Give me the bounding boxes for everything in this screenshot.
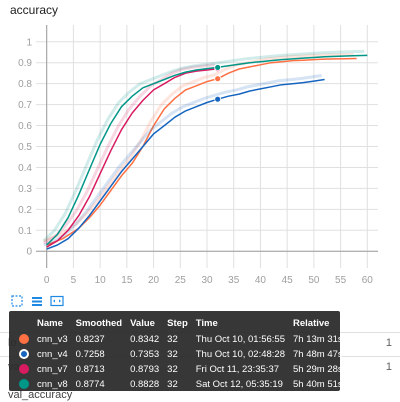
y-tick-label: 0	[26, 247, 32, 258]
tooltip-cell-relative: 7h 48m 47s	[293, 349, 343, 360]
series-raw-line-cnn_v3	[43, 53, 354, 243]
tooltip-header-step: Step	[167, 318, 188, 329]
tooltip-cell-relative: 5h 29m 28s	[293, 364, 343, 375]
series-color-dot	[19, 364, 29, 375]
tooltip-header-value: Value	[130, 318, 155, 329]
y-tick-label: 0.4	[18, 163, 32, 174]
y-tick-label: 0.5	[18, 142, 32, 153]
series-swatch	[15, 377, 33, 392]
series-swatch	[15, 362, 33, 377]
x-tick-label: 30	[201, 275, 213, 286]
series-raw-line-cnn_v8	[42, 49, 365, 243]
y-tick-label: 0.1	[18, 226, 32, 237]
tooltip-cell-name: cnn_v7	[37, 364, 68, 375]
x-tick-label: 55	[335, 275, 347, 286]
tooltip-cell-value: 0.7353	[130, 349, 160, 360]
tooltip-header-relative: Relative	[293, 318, 330, 329]
series-color-dot	[19, 379, 29, 390]
y-tick-label: 0.8	[18, 79, 32, 90]
series-line-cnn_v4	[46, 78, 325, 250]
series-line-cnn_v8	[46, 54, 368, 246]
x-tick-label: 40	[255, 275, 267, 286]
x-tick-label: 15	[121, 275, 133, 286]
tooltip-cell-step: 32	[167, 334, 178, 345]
tooltip-row: cnn_v4 0.7258 0.7353 32 Thu Oct 10, 02:48:28…	[15, 347, 347, 362]
series-color-dot	[19, 349, 29, 360]
series-swatch	[15, 332, 33, 347]
tooltip-cell-smoothed: 0.8774	[75, 379, 105, 390]
y-tick-label: 0.6	[18, 121, 32, 132]
tooltip-cell-value: 0.8828	[130, 379, 160, 390]
x-tick-label: 10	[95, 275, 107, 286]
tooltip-cell-value: 0.8342	[130, 334, 160, 345]
tooltip-cell-relative: 5h 40m 51s	[293, 379, 343, 390]
tooltip-cell-step: 32	[167, 379, 178, 390]
y-tick-label: 0.7	[18, 100, 32, 111]
series-line-cnn_v7	[46, 67, 218, 248]
hover-point-cnn_v3	[214, 75, 222, 83]
x-tick-label: 25	[175, 275, 187, 286]
tooltip-row: cnn_v7 0.8713 0.8793 32 Fri Oct 11, 23:35:37…	[15, 362, 347, 377]
tooltip-table: Name Smoothed Value Step Time Relative c…	[15, 317, 347, 392]
fit-domain-icon[interactable]	[10, 294, 24, 308]
hover-tooltip: Name Smoothed Value Step Time Relative c…	[9, 311, 343, 391]
side-row-count: 1	[385, 361, 392, 373]
hover-point-cnn_v8	[214, 64, 222, 71]
tooltip-header-name: Name	[37, 318, 63, 329]
tooltip-cell-smoothed: 0.8237	[75, 334, 105, 345]
x-tick-label: 60	[362, 275, 374, 286]
tooltip-cell-time: Fri Oct 11, 23:35:37	[195, 364, 280, 375]
series-raw-line-cnn_v7	[42, 63, 215, 245]
tooltip-header-smoothed: Smoothed	[75, 318, 123, 329]
tooltip-cell-name: cnn_v3	[37, 334, 68, 345]
tooltip-cell-step: 32	[167, 364, 178, 375]
chart-toolbar	[10, 294, 64, 308]
tooltip-header-row: Name Smoothed Value Step Time Relative	[15, 317, 347, 332]
series-line-cnn_v3	[46, 57, 357, 246]
x-tick-label: 0	[44, 275, 50, 286]
tooltip-row: cnn_v8 0.8774 0.8828 32 Sat Oct 12, 05:35:19…	[15, 377, 347, 392]
hover-point-cnn_v4	[214, 95, 222, 103]
tooltip-cell-time: Thu Oct 10, 02:48:28	[195, 349, 286, 360]
tooltip-header-swatch	[15, 317, 33, 332]
tooltip-cell-relative: 7h 13m 31s	[293, 334, 343, 345]
section-label-val-accuracy[interactable]: val_accuracy	[8, 389, 73, 401]
tooltip-cell-time: Sat Oct 12, 05:35:19	[195, 379, 283, 390]
tooltip-cell-smoothed: 0.7258	[75, 349, 105, 360]
tooltip-header-time: Time	[195, 318, 218, 329]
tooltip-cell-name: cnn_v4	[37, 349, 68, 360]
y-tick-label: 0.2	[18, 205, 32, 216]
accuracy-chart: 00.10.20.30.40.50.60.70.80.910 5 10 15 20 25 3…	[18, 25, 378, 286]
series-raw-line-cnn_v4	[43, 74, 322, 247]
series-color-dot	[19, 334, 29, 345]
side-row-count: 1	[385, 337, 392, 349]
x-tick-label: 50	[308, 275, 320, 286]
x-tick-label: 5	[71, 275, 77, 286]
toggle-log-icon[interactable]	[30, 294, 44, 308]
series-swatch	[15, 347, 33, 362]
tooltip-cell-time: Thu Oct 10, 01:56:55	[195, 334, 286, 345]
expand-icon[interactable]	[50, 294, 64, 308]
tooltip-cell-value: 0.8793	[130, 364, 160, 375]
tooltip-row: cnn_v3 0.8237 0.8342 32 Thu Oct 10, 01:56:55…	[15, 332, 347, 347]
tooltip-cell-name: cnn_v8	[37, 379, 68, 390]
tooltip-cell-smoothed: 0.8713	[75, 364, 105, 375]
y-tick-label: 0.9	[18, 58, 32, 69]
y-tick-label: 1	[26, 37, 32, 48]
tooltip-cell-step: 32	[167, 349, 178, 360]
x-tick-label: 20	[148, 275, 160, 286]
chart-title: accuracy	[10, 3, 59, 17]
x-tick-label: 35	[228, 275, 240, 286]
y-tick-label: 0.3	[18, 184, 32, 195]
x-tick-label: 45	[282, 275, 294, 286]
